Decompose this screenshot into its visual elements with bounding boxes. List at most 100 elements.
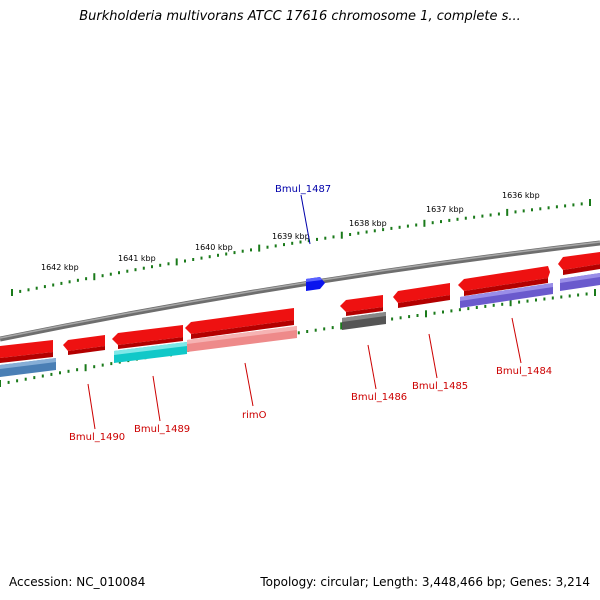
minor-tick (564, 204, 567, 208)
minor-tick (110, 362, 113, 366)
minor-tick (76, 278, 79, 282)
minor-tick (299, 240, 302, 244)
minor-tick (118, 271, 120, 275)
minor-tick (225, 252, 228, 256)
minor-tick (382, 228, 385, 232)
minor-tick (406, 224, 409, 228)
tick-label: 1641 kbp (118, 254, 156, 263)
major-tick (258, 244, 261, 252)
tick-label: 1637 kbp (426, 205, 464, 214)
minor-tick (481, 214, 484, 218)
minor-tick (67, 369, 70, 373)
gene-arrow[interactable] (112, 325, 183, 349)
minor-tick (415, 223, 418, 227)
minor-tick (408, 315, 411, 319)
minor-tick (76, 368, 79, 372)
minor-tick (492, 303, 495, 307)
minor-tick (357, 231, 360, 235)
gene-box[interactable] (560, 273, 600, 291)
minor-tick (41, 374, 44, 378)
minor-tick (324, 236, 327, 240)
tick-label: 1639 kbp (272, 232, 310, 241)
minor-tick (27, 288, 30, 292)
minor-tick (531, 208, 533, 212)
minor-tick (349, 233, 352, 236)
minor-tick (551, 296, 554, 300)
gene-arrow[interactable] (393, 283, 450, 308)
major-tick (0, 380, 1, 387)
gene-arrow[interactable] (0, 340, 53, 363)
major-tick (594, 289, 596, 296)
minor-tick (316, 237, 318, 241)
minor-tick (526, 299, 529, 303)
minor-tick (208, 255, 211, 259)
minor-tick (250, 248, 252, 252)
gene-box[interactable] (0, 358, 56, 377)
minor-tick (416, 314, 419, 317)
major-tick (423, 219, 426, 227)
minor-tick (585, 292, 588, 296)
tick-label: 1642 kbp (41, 263, 79, 272)
minor-tick (151, 265, 153, 269)
upper-tick-track (11, 199, 591, 296)
gene-label-bmul-1490[interactable]: Bmul_1490 (69, 432, 125, 443)
label-leaders (87, 194, 522, 430)
minor-tick (50, 372, 53, 376)
minor-tick (501, 302, 504, 306)
minor-tick (7, 380, 10, 384)
gene-box[interactable] (187, 326, 297, 352)
tick-label: 1636 kbp (502, 191, 540, 200)
minor-tick (522, 209, 525, 213)
gene-arrow[interactable] (458, 266, 550, 296)
major-tick (340, 231, 343, 239)
gene-label-bmul-1487[interactable]: Bmul_1487 (275, 184, 331, 195)
minor-tick (473, 215, 476, 219)
minor-tick (543, 297, 546, 301)
gene-arrow[interactable] (558, 252, 600, 275)
gene-box[interactable] (342, 312, 386, 330)
minor-tick (93, 365, 96, 369)
minor-tick (101, 363, 104, 367)
highlighted-gene[interactable] (306, 277, 325, 291)
gene-arrow[interactable] (63, 335, 105, 355)
forward-strand-genes (0, 252, 600, 363)
minor-tick (59, 371, 61, 375)
gene-label-bmul-1484[interactable]: Bmul_1484 (496, 366, 552, 377)
minor-tick (489, 213, 492, 217)
gene-box[interactable] (114, 342, 187, 363)
chromosome-backbone (0, 240, 600, 342)
gene-label-bmul-1489[interactable]: Bmul_1489 (134, 424, 190, 435)
gene-label-rimo[interactable]: rimO (242, 410, 267, 421)
gene-label-bmul-1485[interactable]: Bmul_1485 (412, 381, 468, 392)
minor-tick (555, 205, 558, 209)
major-tick (425, 310, 427, 318)
major-tick (84, 364, 87, 372)
gene-label-bmul-1486[interactable]: Bmul_1486 (351, 392, 407, 403)
minor-tick (572, 203, 575, 207)
major-tick (93, 273, 96, 281)
minor-tick (475, 306, 478, 309)
minor-tick (431, 221, 434, 225)
gene-box[interactable] (460, 283, 553, 308)
minor-tick (535, 298, 537, 302)
minor-tick (560, 295, 563, 299)
minor-tick (448, 218, 451, 222)
minor-tick (85, 277, 88, 281)
gene-arrow[interactable] (185, 308, 294, 339)
gene-labels: Bmul_1487 Bmul_1484 Bmul_1485 Bmul_1486 … (69, 184, 552, 443)
minor-tick (109, 272, 112, 276)
minor-tick (442, 310, 444, 314)
minor-tick (33, 376, 36, 380)
minor-tick (35, 286, 38, 290)
minor-tick (307, 239, 310, 243)
major-tick (589, 199, 591, 206)
minor-tick (323, 327, 326, 331)
major-tick (340, 322, 343, 330)
minor-tick (373, 229, 376, 233)
gene-arrow[interactable] (340, 295, 383, 316)
map-title: Burkholderia multivorans ATCC 17616 chro… (79, 9, 521, 24)
minor-tick (456, 217, 459, 221)
minor-tick (433, 311, 436, 315)
minor-tick (390, 226, 393, 230)
